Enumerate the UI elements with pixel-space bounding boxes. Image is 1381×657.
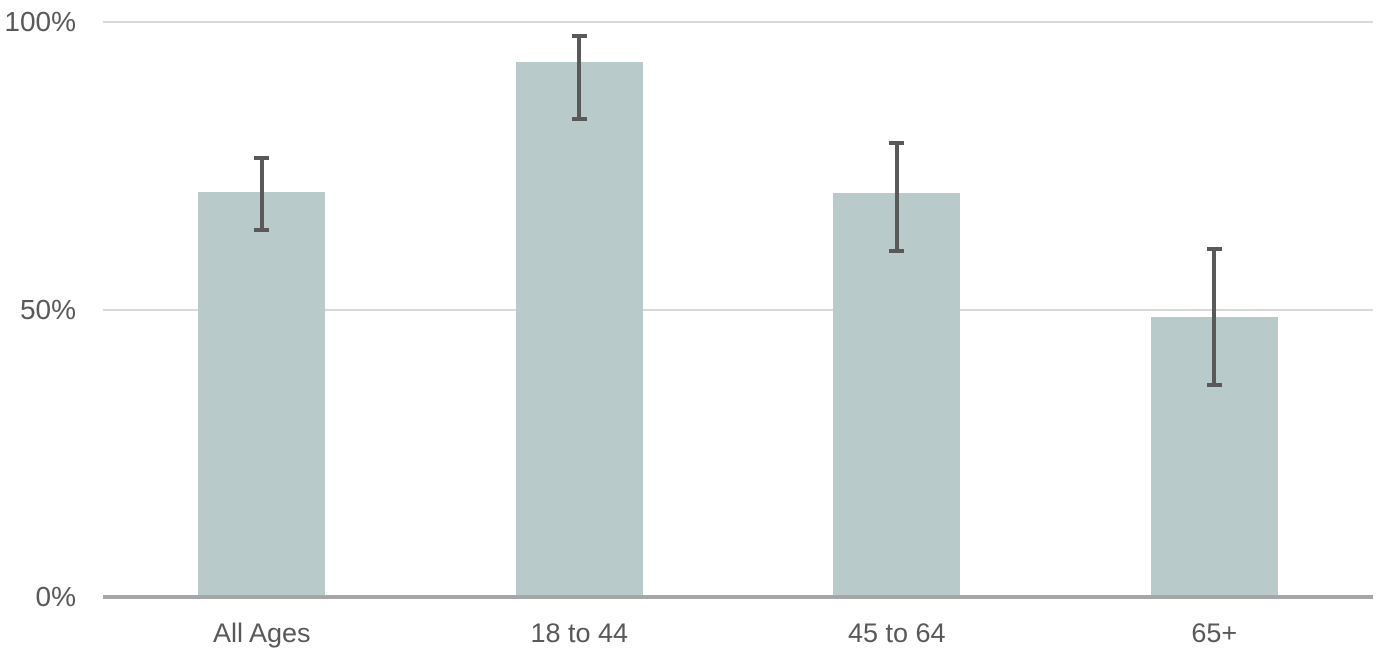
error-bar-cap-low (1206, 382, 1222, 387)
gridline-50 (103, 308, 1373, 311)
error-bar-cap-high (1206, 247, 1222, 252)
error-bar-cap-low (889, 248, 905, 253)
x-tick-label: 18 to 44 (530, 618, 629, 648)
error-bar-line (894, 142, 899, 251)
error-bar-cap-high (254, 156, 270, 161)
x-tick-label: 45 to 64 (847, 618, 946, 648)
y-tick-label: 50% (19, 293, 76, 325)
x-tick-label: All Ages (212, 618, 311, 648)
error-bar-cap-low (254, 227, 270, 232)
gridline-100 (103, 21, 1373, 23)
y-axis-labels: 0% 50% 100% (0, 0, 76, 657)
error-bar-line (1212, 249, 1217, 385)
error-bar-line (577, 35, 582, 120)
y-tick-label: 100% (4, 6, 76, 37)
error-bar-line (259, 158, 264, 230)
x-axis-labels: All Ages 18 to 44 45 to 64 65+ (0, 615, 1381, 655)
y-tick-label: 0% (35, 581, 76, 612)
error-bar-cap-high (571, 33, 587, 38)
x-tick-label: 65+ (1191, 618, 1238, 648)
error-bar-cap-low (571, 117, 587, 122)
x-axis-line (103, 595, 1373, 599)
bar (515, 62, 643, 597)
plot-area (103, 21, 1373, 599)
error-bar-cap-high (889, 140, 905, 145)
bar (833, 192, 961, 597)
bar (198, 192, 326, 597)
